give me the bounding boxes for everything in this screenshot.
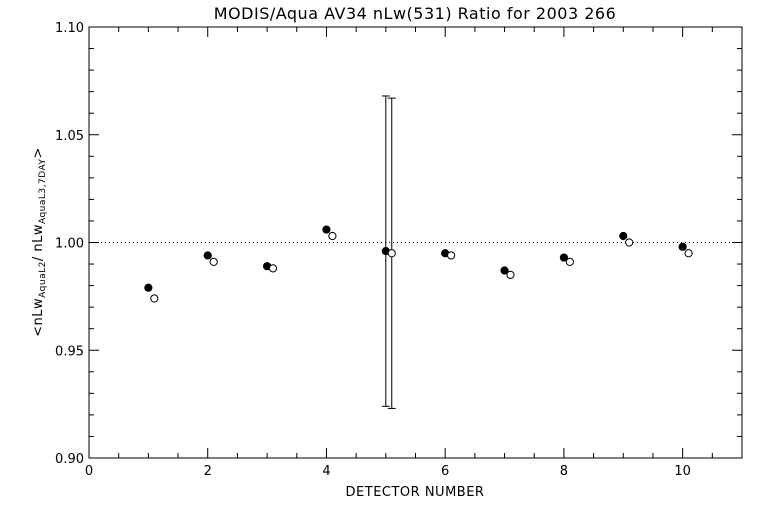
plot-area: 0 2 4 6 8 10 0.90 0.95 1.00 1.05 1.10 <box>55 21 743 479</box>
data-point-filled <box>678 242 687 251</box>
data-point-open <box>506 270 515 279</box>
y-tick-label: 0.95 <box>55 344 84 359</box>
y-axis-title-mid: / nLw <box>31 224 46 261</box>
chart-title: MODIS/Aqua AV34 nLw(531) Ratio for 2003 … <box>214 4 617 23</box>
data-point-open <box>209 257 218 266</box>
x-tick-label: 2 <box>204 464 212 479</box>
data-point-filled <box>322 225 331 234</box>
y-tick-label: 1.05 <box>55 129 84 144</box>
y-axis-title-sub1: AquaL2 <box>38 261 48 298</box>
y-axis-title: <nLwAquaL2/ nLwAquaL3,7DAY> <box>31 147 48 337</box>
data-point-open <box>565 257 574 266</box>
data-point-open <box>328 231 337 241</box>
data-point-open <box>447 251 456 260</box>
x-tick-label: 0 <box>85 464 93 479</box>
data-point-open <box>625 238 634 247</box>
x-tick-label: 8 <box>560 464 568 479</box>
data-point-filled <box>559 253 569 262</box>
y-axis-title-sub2: AquaL3,7DAY <box>38 159 48 225</box>
y-axis-title-suffix: > <box>31 147 46 158</box>
data-point-open <box>268 264 278 273</box>
y-axis-title-prefix: <nLw <box>31 298 46 337</box>
x-axis-title: DETECTOR NUMBER <box>346 485 485 500</box>
data-point-filled <box>203 251 212 260</box>
plot-frame <box>88 26 743 459</box>
x-tick-label: 4 <box>322 464 330 479</box>
data-point-filled <box>500 266 509 275</box>
data-point-filled <box>144 283 153 292</box>
data-point-filled <box>619 231 628 241</box>
y-tick-label: 1.00 <box>55 237 84 252</box>
data-point-open <box>684 249 693 258</box>
data-point-open <box>150 294 159 303</box>
x-tick-label: 10 <box>674 464 691 479</box>
y-tick-label: 1.10 <box>55 21 84 36</box>
y-tick-label: 0.90 <box>55 452 84 467</box>
data-point-open <box>387 249 396 258</box>
x-tick-label: 6 <box>441 464 449 479</box>
